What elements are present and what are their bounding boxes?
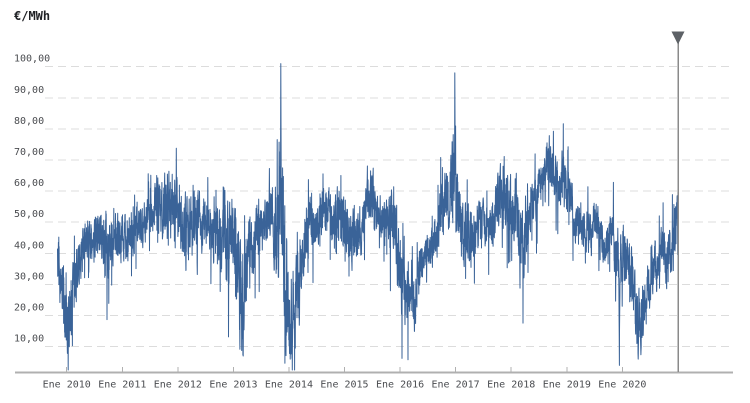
cursor-handle-icon[interactable] (671, 31, 685, 45)
x-axis (15, 367, 733, 374)
y-label-60: 60,00 (14, 178, 44, 189)
y-axis-labels: 100,00 90,00 80,00 70,00 60,00 50,00 40,… (14, 54, 50, 345)
y-label-100: 100,00 (14, 54, 50, 65)
x-label-2014: Ene 2014 (265, 380, 313, 391)
x-axis-labels: Ene 2010 Ene 2011 Ene 2012 Ene 2013 Ene … (43, 380, 647, 391)
y-label-40: 40,00 (14, 240, 44, 251)
y-label-50: 50,00 (14, 209, 44, 220)
y-label-30: 30,00 (14, 271, 44, 282)
x-label-2011: Ene 2011 (98, 380, 146, 391)
y-label-90: 90,00 (14, 85, 44, 96)
x-label-2013: Ene 2013 (209, 380, 257, 391)
chart-title: €/MWh (14, 9, 50, 23)
y-label-70: 70,00 (14, 147, 44, 158)
x-label-2019: Ene 2019 (543, 380, 591, 391)
x-label-2016: Ene 2016 (376, 380, 424, 391)
y-label-20: 20,00 (14, 303, 44, 314)
price-line-series (57, 63, 679, 371)
y-label-80: 80,00 (14, 116, 44, 127)
x-label-2015: Ene 2015 (320, 380, 368, 391)
x-label-2017: Ene 2017 (432, 380, 480, 391)
y-label-10: 10,00 (14, 334, 44, 345)
x-label-2010: Ene 2010 (43, 380, 91, 391)
x-label-2018: Ene 2018 (487, 380, 535, 391)
x-label-2012: Ene 2012 (154, 380, 202, 391)
x-label-2020: Ene 2020 (598, 380, 646, 391)
